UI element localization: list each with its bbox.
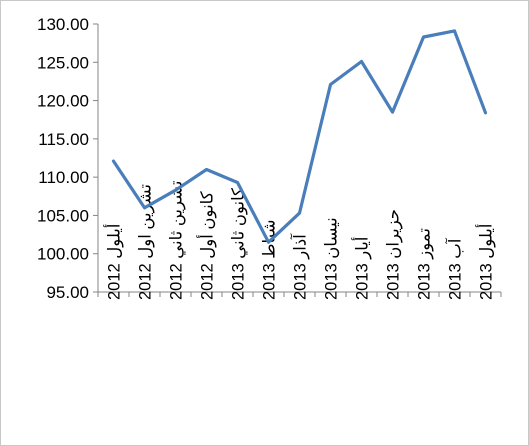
x-tick-label: آذار 2013 [289, 233, 311, 300]
x-tick-label: شباط 2013 [261, 220, 279, 300]
data-point [205, 168, 208, 171]
data-point [329, 83, 332, 86]
y-tick-label: 125.00 [37, 53, 89, 72]
y-tick-label: 115.00 [38, 130, 89, 149]
y-tick-label: 110.00 [38, 168, 89, 187]
x-tick-label: كانون ثاني 2013 [230, 187, 249, 300]
y-tick-label: 100.00 [37, 245, 89, 264]
data-point [298, 211, 301, 215]
x-tick-label: أيار 2013 [351, 237, 373, 300]
x-tick-label: تشرين ثاني 2012 [168, 180, 187, 300]
x-tick-label: حزيران 2013 [385, 209, 404, 300]
y-tick-label: 95.00 [46, 283, 89, 302]
data-point [143, 206, 146, 209]
x-tick-label: نيسان 2013 [323, 217, 341, 300]
x-tick-label: أيلول 2012 [103, 224, 125, 300]
data-point [422, 35, 425, 39]
data-point [236, 181, 239, 184]
data-point [484, 111, 487, 115]
data-point [453, 29, 456, 33]
data-point [267, 241, 270, 244]
data-point [174, 188, 177, 192]
y-tick-label: 105.00 [37, 206, 89, 225]
data-point [360, 60, 363, 63]
x-tick-label: أيلول 2013 [475, 224, 497, 300]
x-tick-label: آب 2013 [444, 237, 465, 300]
data-point [391, 110, 394, 114]
x-tick-label: تموز 2013 [416, 228, 435, 300]
x-tick-label: تشرين اول 2012 [137, 184, 156, 300]
y-tick-label: 130.00 [37, 15, 89, 34]
x-tick-label: كانون أول 2012 [196, 190, 218, 300]
data-point [112, 159, 115, 163]
y-tick-label: 120.00 [37, 92, 89, 111]
